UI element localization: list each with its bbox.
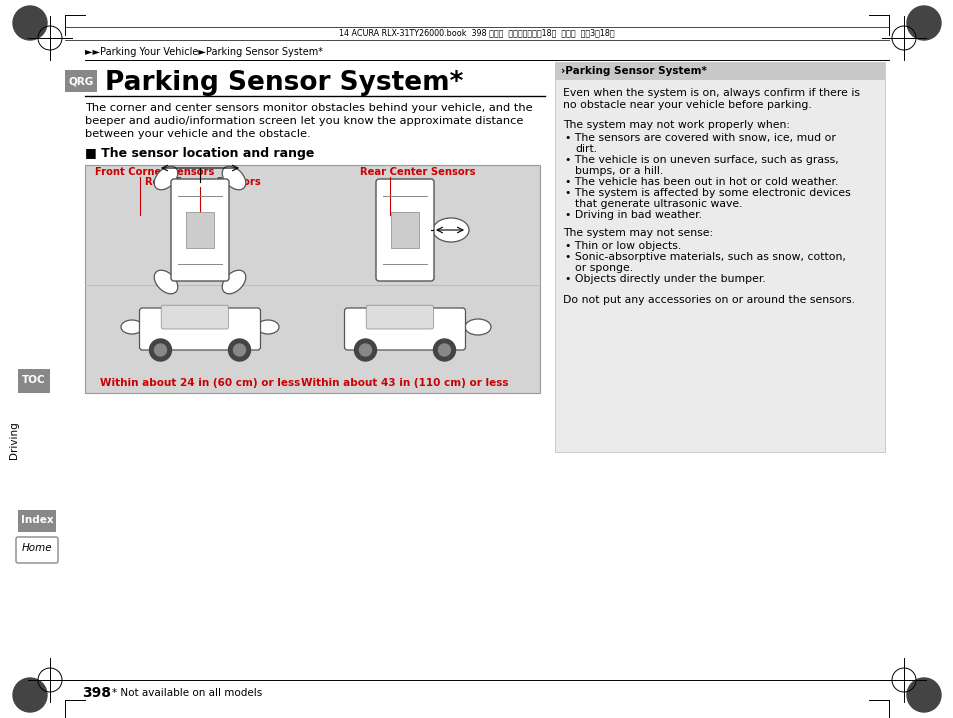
Text: • The system is affected by some electronic devices: • The system is affected by some electro… xyxy=(564,188,850,198)
Text: ›Parking Sensor System*: ›Parking Sensor System* xyxy=(560,66,706,76)
Text: 398: 398 xyxy=(82,686,111,700)
Text: between your vehicle and the obstacle.: between your vehicle and the obstacle. xyxy=(85,129,311,139)
Circle shape xyxy=(355,339,376,361)
Circle shape xyxy=(433,339,455,361)
Circle shape xyxy=(906,6,940,40)
Circle shape xyxy=(150,339,172,361)
Text: ■ The sensor location and range: ■ The sensor location and range xyxy=(85,146,314,159)
Ellipse shape xyxy=(256,320,278,334)
Circle shape xyxy=(233,344,245,356)
Text: • Sonic-absorptive materials, such as snow, cotton,: • Sonic-absorptive materials, such as sn… xyxy=(564,252,845,262)
Text: bumps, or a hill.: bumps, or a hill. xyxy=(575,166,662,176)
Text: that generate ultrasonic wave.: that generate ultrasonic wave. xyxy=(575,199,741,209)
Text: dirt.: dirt. xyxy=(575,144,597,154)
Text: • The sensors are covered with snow, ice, mud or: • The sensors are covered with snow, ice… xyxy=(564,133,835,143)
Ellipse shape xyxy=(222,167,246,190)
Text: or sponge.: or sponge. xyxy=(575,263,633,273)
Circle shape xyxy=(438,344,450,356)
Bar xyxy=(85,165,539,393)
FancyBboxPatch shape xyxy=(344,308,465,350)
Text: The system may not work properly when:: The system may not work properly when: xyxy=(562,120,789,130)
Text: Parking Sensor System*: Parking Sensor System* xyxy=(105,70,463,96)
Bar xyxy=(391,212,419,248)
Circle shape xyxy=(13,678,47,712)
Ellipse shape xyxy=(433,218,469,242)
Bar xyxy=(65,70,97,92)
FancyBboxPatch shape xyxy=(375,179,434,281)
Text: • Objects directly under the bumper.: • Objects directly under the bumper. xyxy=(564,274,765,284)
FancyBboxPatch shape xyxy=(171,179,229,281)
FancyBboxPatch shape xyxy=(16,537,58,563)
Text: The corner and center sensors monitor obstacles behind your vehicle, and the: The corner and center sensors monitor ob… xyxy=(85,103,532,113)
Text: beeper and audio/information screen let you know the approximate distance: beeper and audio/information screen let … xyxy=(85,116,523,126)
Text: 14 ACURA RLX-31TY26000.book  398 ページ  ２０１３年３月18日  月曜日  午後3時18分: 14 ACURA RLX-31TY26000.book 398 ページ ２０１３… xyxy=(339,29,614,37)
Text: Within about 43 in (110 cm) or less: Within about 43 in (110 cm) or less xyxy=(301,378,508,388)
FancyBboxPatch shape xyxy=(366,305,433,329)
Circle shape xyxy=(13,6,47,40)
Text: The system may not sense:: The system may not sense: xyxy=(562,228,713,238)
Text: * Not available on all models: * Not available on all models xyxy=(112,688,262,698)
Ellipse shape xyxy=(121,320,143,334)
Text: Rear Corner Sensors: Rear Corner Sensors xyxy=(145,177,260,187)
Text: no obstacle near your vehicle before parking.: no obstacle near your vehicle before par… xyxy=(562,100,811,110)
Bar xyxy=(18,369,50,393)
Bar xyxy=(186,212,214,248)
Bar xyxy=(555,62,884,80)
Text: QRG: QRG xyxy=(69,76,93,86)
Ellipse shape xyxy=(154,167,177,190)
Text: • The vehicle has been out in hot or cold weather.: • The vehicle has been out in hot or col… xyxy=(564,177,838,187)
Circle shape xyxy=(359,344,371,356)
Text: • The vehicle is on uneven surface, such as grass,: • The vehicle is on uneven surface, such… xyxy=(564,155,838,165)
Text: Rear Center Sensors: Rear Center Sensors xyxy=(359,167,475,177)
Text: • Thin or low objects.: • Thin or low objects. xyxy=(564,241,680,251)
FancyBboxPatch shape xyxy=(161,305,228,329)
Ellipse shape xyxy=(222,270,246,294)
Bar xyxy=(555,62,884,452)
Text: TOC: TOC xyxy=(22,375,46,385)
FancyBboxPatch shape xyxy=(139,308,260,350)
Text: • Driving in bad weather.: • Driving in bad weather. xyxy=(564,210,701,220)
Bar xyxy=(18,510,56,532)
Text: ►►Parking Your Vehicle►Parking Sensor System*: ►►Parking Your Vehicle►Parking Sensor Sy… xyxy=(85,47,323,57)
Ellipse shape xyxy=(464,319,491,335)
Circle shape xyxy=(906,678,940,712)
Text: Index: Index xyxy=(21,515,53,525)
Circle shape xyxy=(229,339,251,361)
Ellipse shape xyxy=(154,270,177,294)
Text: Home: Home xyxy=(22,543,52,553)
Circle shape xyxy=(154,344,167,356)
Text: Front Corner Sensors: Front Corner Sensors xyxy=(95,167,214,177)
Text: Within about 24 in (60 cm) or less: Within about 24 in (60 cm) or less xyxy=(100,378,300,388)
Text: Even when the system is on, always confirm if there is: Even when the system is on, always confi… xyxy=(562,88,859,98)
Text: Driving: Driving xyxy=(9,421,19,459)
Text: Do not put any accessories on or around the sensors.: Do not put any accessories on or around … xyxy=(562,295,854,305)
